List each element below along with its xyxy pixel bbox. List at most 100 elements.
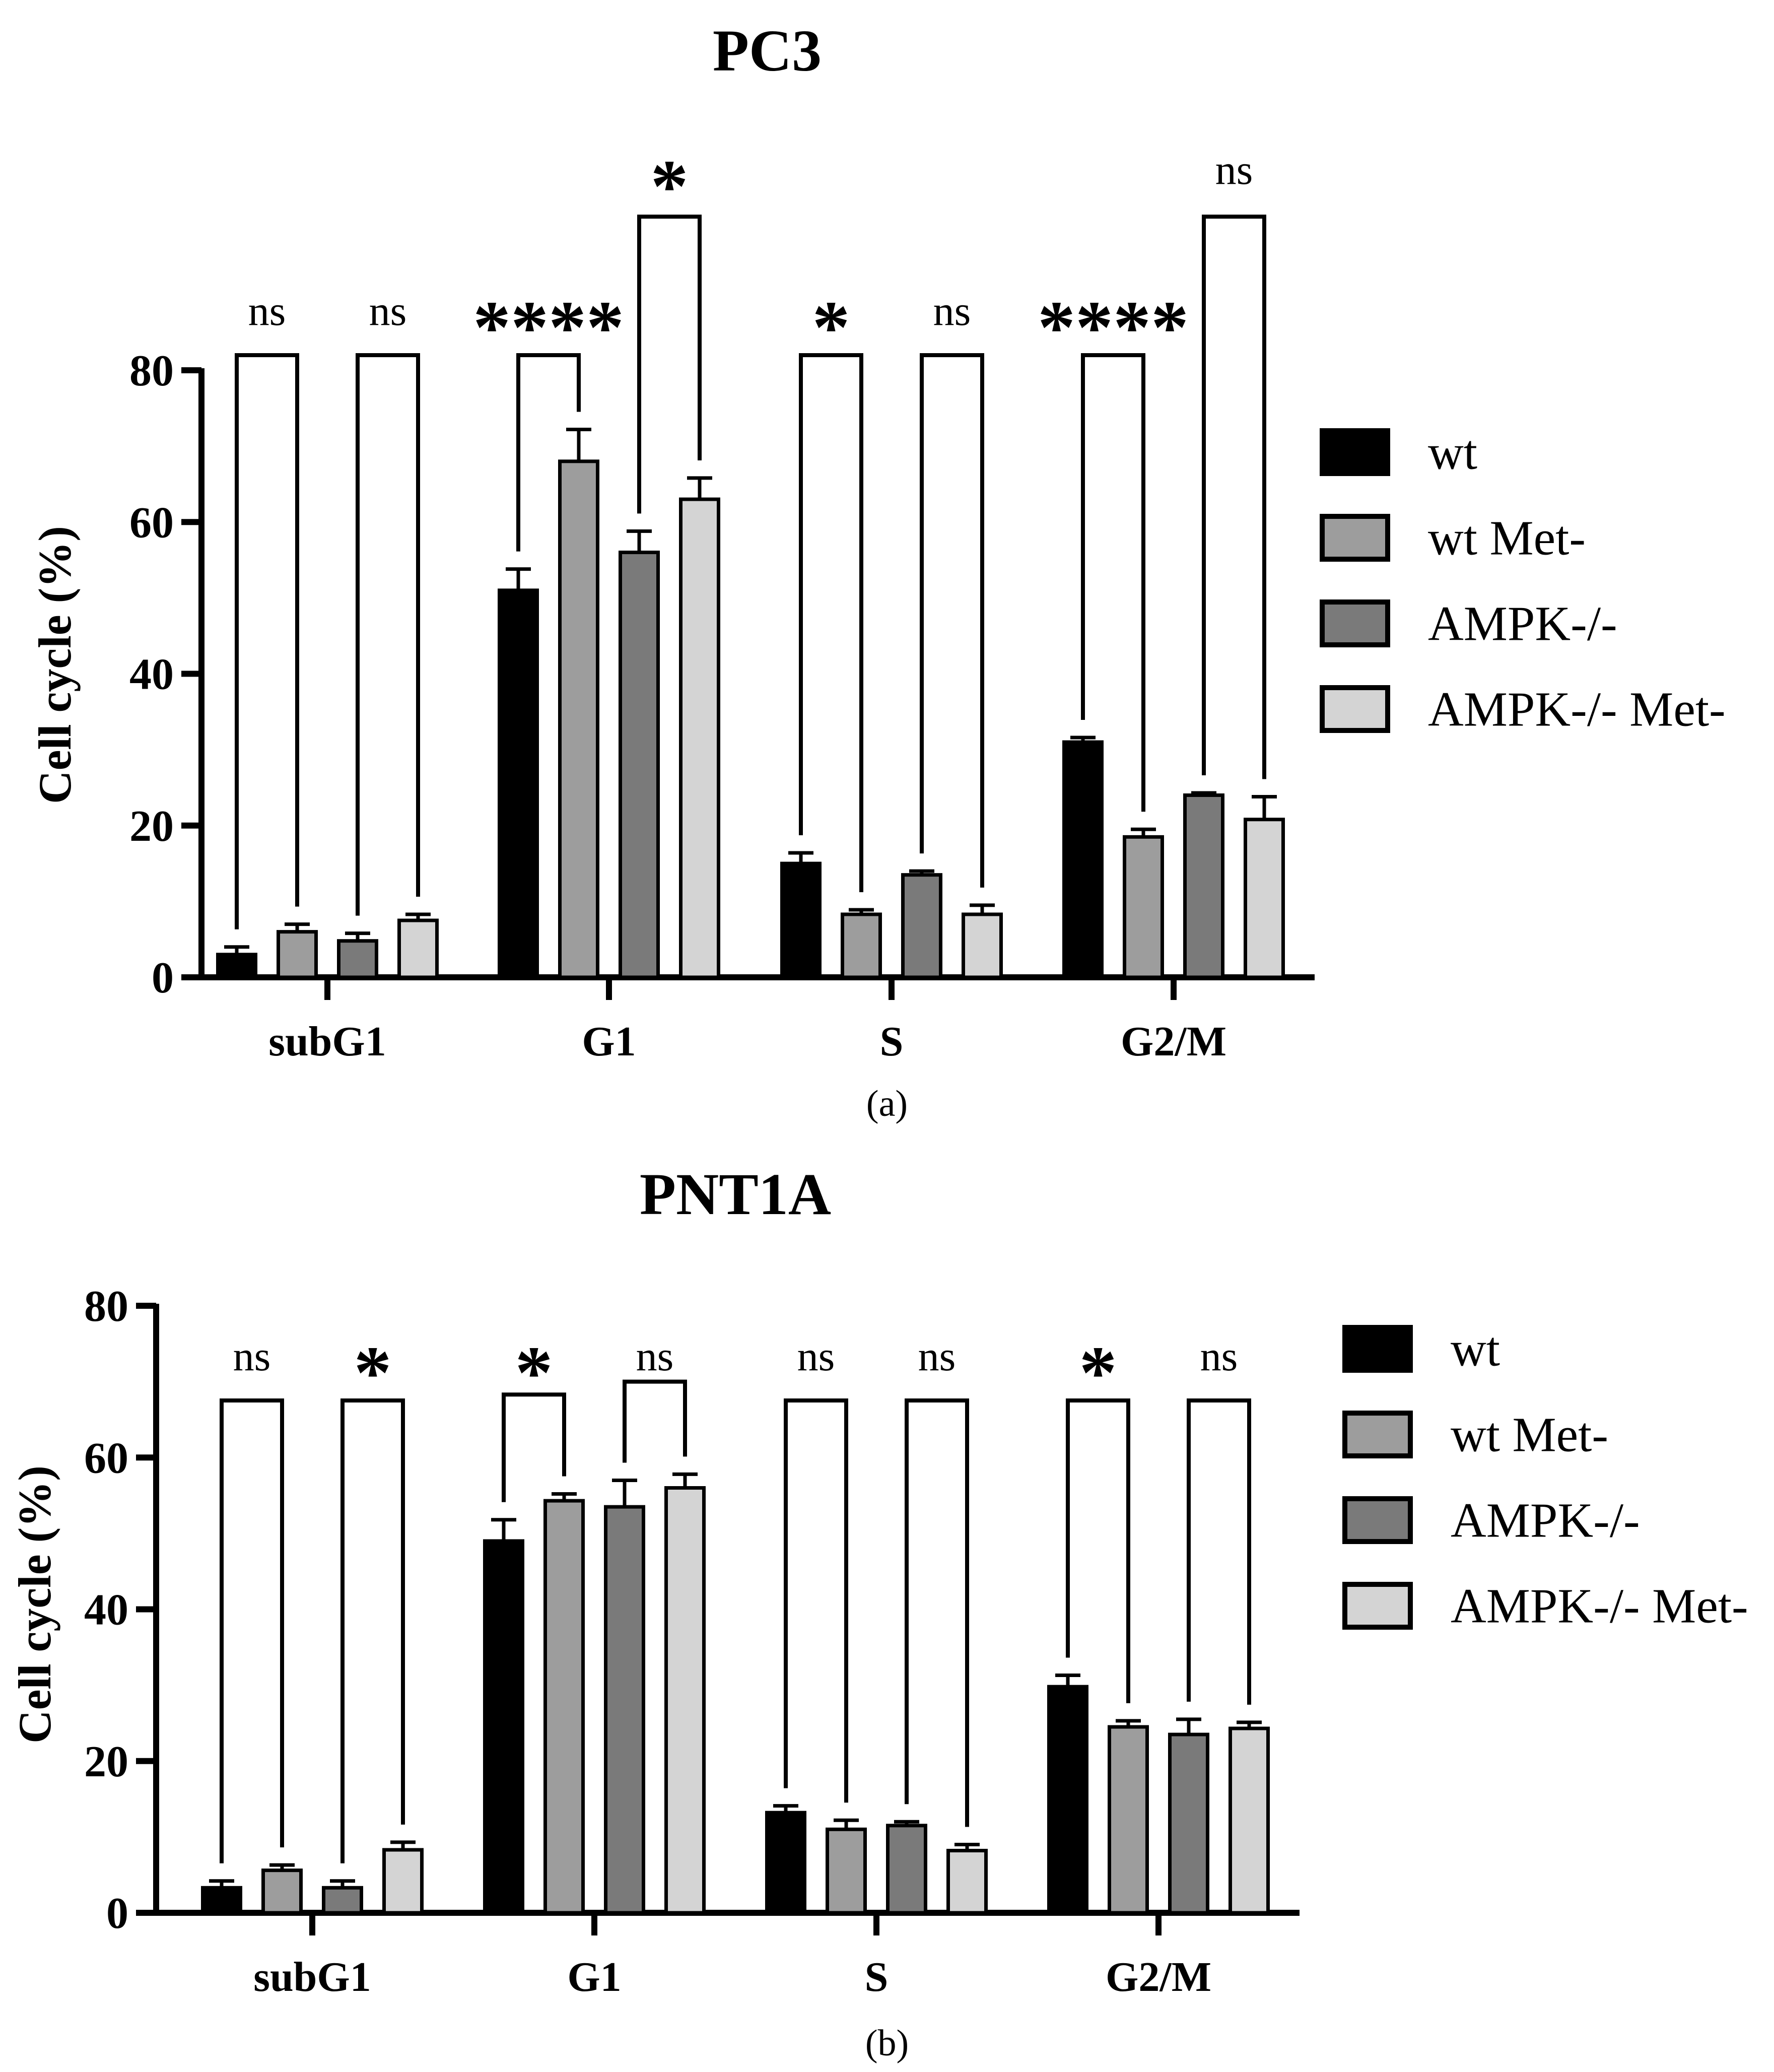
legend-swatch-wt-met	[1320, 514, 1390, 562]
legend-swatch-ampk	[1320, 599, 1390, 647]
chart-pnt1a: PNT1A Cell cycle (%) 0 20 40 60 80 subG1 G1 S G2…	[9, 1161, 1748, 2064]
legend-label-ampk-met: AMPK-/- Met-	[1428, 683, 1726, 737]
significance-label: ns	[636, 1333, 674, 1380]
bar-wt-met-g1	[558, 459, 599, 979]
significance-label: ns	[1215, 147, 1253, 193]
bar-ampk-g2-m	[1183, 793, 1224, 979]
bar-ampk-s	[901, 873, 942, 979]
bar-wt-g2-m	[1047, 1685, 1088, 1915]
legend-label-wt: wt	[1428, 426, 1477, 480]
bar-ampk-g1	[604, 1505, 645, 1915]
y-tick-label: 20	[84, 1737, 128, 1786]
y-tick-label: 40	[84, 1586, 128, 1635]
y-tick-label: 80	[84, 1282, 128, 1331]
chart-title: PNT1A	[640, 1161, 831, 1227]
significance-label: ns	[1200, 1333, 1238, 1380]
legend-label-ampk: AMPK-/-	[1451, 1494, 1640, 1548]
legend-label-ampk: AMPK-/-	[1428, 597, 1617, 651]
bar-wt-met-subg1	[277, 930, 318, 979]
y-tick-label: 60	[129, 498, 174, 547]
significance-bracket	[220, 1398, 284, 1863]
significance-label: *	[354, 1331, 392, 1415]
bar-ampk-met-g1	[664, 1486, 706, 1915]
x-tick-label-subg1: subG1	[253, 1954, 371, 2000]
legend: wt wt Met- AMPK-/- AMPK-/- Met-	[1320, 426, 1726, 737]
bar-ampk-g1	[619, 551, 660, 979]
legend-label-wt-met: wt Met-	[1451, 1408, 1608, 1462]
x-tick-label-g2-m: G2/M	[1106, 1954, 1211, 2000]
bar-wt-g1	[498, 588, 539, 979]
legend-label-wt-met: wt Met-	[1428, 511, 1586, 566]
legend-swatch-wt	[1320, 428, 1390, 476]
significance-label: *	[812, 286, 850, 369]
bar-wt-met-s	[826, 1827, 867, 1915]
legend-swatch-ampk-met	[1342, 1582, 1413, 1630]
significance-bracket	[784, 1398, 848, 1803]
bar-ampk-subg1	[337, 939, 378, 979]
legend-swatch-wt-met	[1342, 1411, 1413, 1458]
significance-bracket	[623, 1379, 687, 1463]
bar-wt-s	[765, 1811, 806, 1915]
y-axis-label: Cell cycle (%)	[9, 1465, 60, 1744]
bar-ampk-met-g1	[679, 497, 720, 979]
legend-label-wt: wt	[1451, 1322, 1500, 1377]
significance-label: ns	[248, 288, 286, 335]
bar-ampk-met-subg1	[382, 1848, 424, 1915]
chart-title: PC3	[713, 18, 822, 84]
significance-label: ns	[369, 288, 407, 335]
significance-label: *	[651, 145, 689, 228]
significance-label: ****	[473, 286, 624, 369]
significance-label: ns	[233, 1333, 271, 1380]
legend-swatch-ampk-met	[1320, 685, 1390, 733]
legend-label-ampk-met: AMPK-/- Met-	[1451, 1579, 1748, 1634]
x-tick-label-g2-m: G2/M	[1121, 1018, 1226, 1065]
y-tick-label: 40	[129, 650, 174, 699]
bar-ampk-met-s	[962, 912, 1003, 979]
bar-wt-met-g1	[543, 1499, 585, 1915]
significance-bracket	[1202, 215, 1266, 779]
bar-ampk-met-g2-m	[1244, 818, 1285, 979]
significance-bracket	[356, 353, 420, 916]
y-axis-label: Cell cycle (%)	[29, 526, 81, 804]
significance-bracket	[340, 1398, 405, 1863]
bar-wt-subg1	[201, 1886, 242, 1915]
panel-label: (a)	[866, 1083, 908, 1124]
y-tick-label: 20	[129, 802, 174, 851]
bar-wt-subg1	[216, 953, 257, 979]
significance-label: ns	[797, 1333, 835, 1380]
bar-wt-met-s	[841, 912, 882, 979]
bar-ampk-met-g2-m	[1229, 1726, 1270, 1915]
significance-bracket	[502, 1392, 566, 1502]
x-tick-label-subg1: subG1	[268, 1018, 386, 1065]
y-tick-label: 0	[106, 1889, 128, 1938]
y-tick-label: 0	[152, 954, 174, 1002]
legend: wt wt Met- AMPK-/- AMPK-/- Met-	[1342, 1322, 1748, 1634]
x-tick-label-g1: G1	[567, 1954, 621, 2000]
significance-label: ns	[918, 1333, 956, 1380]
bar-wt-met-subg1	[261, 1868, 303, 1915]
significance-bracket	[1066, 1398, 1130, 1703]
significance-bracket	[905, 1398, 969, 1827]
y-tick-label: 80	[129, 347, 174, 395]
bar-ampk-met-s	[946, 1848, 988, 1915]
bar-ampk-subg1	[322, 1886, 363, 1915]
bar-wt-met-g2-m	[1123, 835, 1164, 979]
x-tick-label-s: S	[880, 1018, 904, 1065]
x-tick-label-s: S	[865, 1954, 889, 2000]
x-tick-label-g1: G1	[582, 1018, 636, 1065]
significance-bracket	[235, 353, 299, 929]
significance-bracket	[1081, 353, 1145, 812]
significance-bracket	[920, 353, 984, 888]
legend-swatch-wt	[1342, 1325, 1413, 1373]
significance-label: ns	[933, 288, 971, 335]
significance-bracket	[516, 353, 581, 552]
plot-area: 0 20 40 60 80 subG1 G1 S G2/M ns * * ns ns ns * ns	[84, 1282, 1300, 2000]
y-tick-label: 60	[84, 1434, 128, 1483]
significance-bracket	[637, 215, 702, 514]
bar-wt-g1	[483, 1539, 524, 1915]
bar-wt-s	[780, 861, 822, 979]
bar-wt-g2-m	[1062, 740, 1104, 979]
legend-swatch-ampk	[1342, 1496, 1413, 1544]
